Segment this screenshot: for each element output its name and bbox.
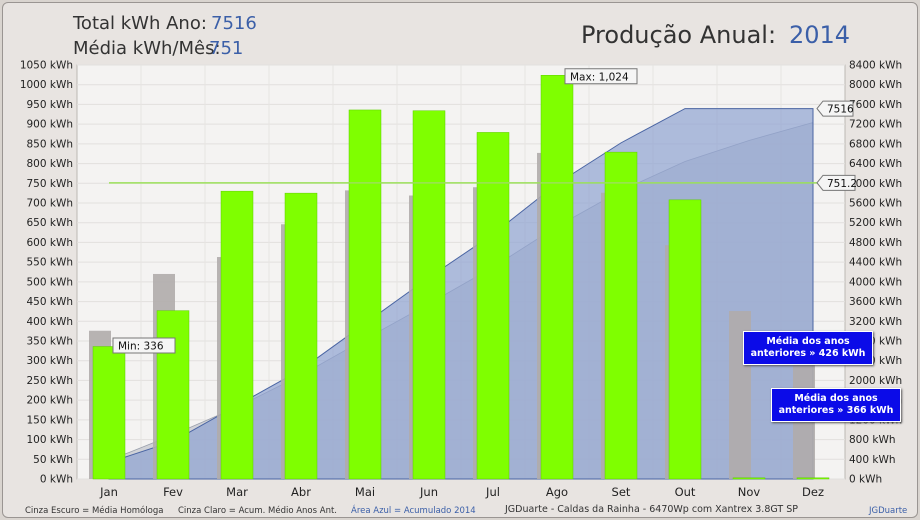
y-left-tick-label: 50 kWh	[33, 454, 73, 466]
total-kwh-label: Total kWh Ano:	[73, 13, 207, 34]
bar-2014-out	[668, 199, 702, 480]
y-left-tick-label: 350 kWh	[27, 336, 74, 348]
max-callout: Max: 1,024	[564, 68, 638, 85]
avg-kwh-value: 751	[209, 38, 244, 59]
y-left-tick-label: 450 kWh	[27, 296, 74, 308]
y-left-tick-label: 700 kWh	[27, 198, 74, 210]
x-tick-label: Jan	[99, 485, 118, 499]
y-right-tick-label: 4800 kWh	[849, 237, 902, 249]
x-tick-label: Jun	[419, 485, 438, 499]
x-tick-label: Nov	[738, 485, 761, 499]
x-tick-label: Abr	[291, 485, 311, 499]
bar-2014-jul	[476, 132, 510, 480]
y-left-tick-label: 0 kWh	[40, 474, 73, 486]
y-right-tick-label: 4000 kWh	[849, 276, 902, 288]
svg-text:Min: 336: Min: 336	[118, 341, 164, 353]
y-right-tick-label: 2000 kWh	[849, 375, 902, 387]
y-right-tick-label: 7600 kWh	[849, 99, 902, 111]
legend-dark-grey: Cinza Escuro = Média Homóloga	[25, 506, 164, 516]
bar-2014-nov	[732, 477, 766, 480]
y-right-tick-label: 400 kWh	[849, 454, 896, 466]
annotation-dez: Média dos anos anteriores » 366 kWh	[771, 388, 901, 422]
average-callout: 751.2	[816, 174, 857, 191]
y-left-tick-label: 900 kWh	[27, 119, 74, 131]
y-right-tick-label: 7200 kWh	[849, 119, 902, 131]
y-left-tick-label: 150 kWh	[27, 414, 74, 426]
y-right-tick-label: 6400 kWh	[849, 158, 902, 170]
y-right-tick-label: 5600 kWh	[849, 198, 902, 210]
total-kwh-value: 7516	[211, 13, 257, 34]
bar-2014-fev	[156, 310, 190, 480]
chart-title-year: 2014	[789, 21, 851, 49]
x-tick-label: Fev	[163, 485, 183, 499]
bar-2014-dez	[796, 477, 830, 480]
bar-2014-mar	[220, 190, 254, 480]
y-left-tick-label: 400 kWh	[27, 316, 74, 328]
x-tick-label: Jul	[485, 485, 500, 499]
y-left-tick-label: 550 kWh	[27, 257, 74, 269]
x-tick-label: Mar	[226, 485, 248, 499]
y-left-tick-label: 1000 kWh	[20, 79, 73, 91]
y-right-tick-label: 5200 kWh	[849, 217, 902, 229]
y-left-tick-label: 300 kWh	[27, 355, 74, 367]
y-left-tick-label: 500 kWh	[27, 276, 74, 288]
y-right-tick-label: 0 kWh	[849, 474, 882, 486]
bar-2014-set	[604, 151, 638, 480]
y-right-tick-label: 6800 kWh	[849, 138, 902, 150]
y-left-tick-label: 750 kWh	[27, 178, 74, 190]
y-right-tick-label: 4400 kWh	[849, 257, 902, 269]
y-right-tick-label: 3200 kWh	[849, 316, 902, 328]
bar-2014-abr	[284, 192, 318, 480]
annotation-nov: Média dos anos anteriores » 426 kWh	[743, 331, 873, 365]
chart-title-label: Produção Anual:	[581, 21, 777, 49]
x-tick-label: Set	[612, 485, 631, 499]
bar-2014-ago	[540, 75, 574, 480]
y-left-tick-label: 850 kWh	[27, 138, 74, 150]
bar-2014-jun	[412, 110, 446, 480]
y-left-tick-label: 250 kWh	[27, 375, 74, 387]
legend-light-grey: Cinza Claro = Acum. Médio Anos Ant.	[178, 506, 337, 516]
avg-kwh-label: Média kWh/Mês:	[73, 38, 221, 59]
total-callout: 7516	[816, 100, 854, 117]
min-callout: Min: 336	[112, 337, 176, 354]
production-chart: 0 kWh 50 kWh 100 kWh 150 kWh 200 kWh 250 kWh 3…	[20, 60, 902, 500]
y-left-tick-label: 800 kWh	[27, 158, 74, 170]
bar-2014-mai	[348, 109, 382, 480]
svg-text:7516: 7516	[827, 104, 854, 116]
y-left-tick-label: 950 kWh	[27, 99, 74, 111]
y-left-tick-label: 1050 kWh	[20, 60, 73, 72]
y-right-tick-label: 6000 kWh	[849, 178, 902, 190]
bar-2014-jan	[92, 346, 126, 480]
y-left-tick-label: 650 kWh	[27, 217, 74, 229]
y-left-tick-label: 200 kWh	[27, 395, 74, 407]
x-tick-label: Ago	[546, 485, 568, 499]
system-info: JGDuarte - Caldas da Rainha - 6470Wp com…	[505, 504, 798, 515]
svg-text:751.2: 751.2	[827, 178, 857, 190]
y-left-tick-label: 100 kWh	[27, 434, 74, 446]
legend-blue-area: Área Azul = Acumulado 2014	[351, 506, 476, 516]
y-right-tick-label: 3600 kWh	[849, 296, 902, 308]
y-right-tick-label: 8400 kWh	[849, 60, 902, 72]
x-tick-label: Dez	[802, 485, 824, 499]
y-right-tick-label: 8000 kWh	[849, 79, 902, 91]
svg-text:Max: 1,024: Max: 1,024	[570, 71, 629, 83]
y-right-tick-label: 800 kWh	[849, 434, 896, 446]
credit: JGDuarte	[869, 506, 908, 516]
x-tick-label: Mai	[355, 485, 375, 499]
y-left-tick-label: 600 kWh	[27, 237, 74, 249]
x-tick-label: Out	[675, 485, 696, 499]
